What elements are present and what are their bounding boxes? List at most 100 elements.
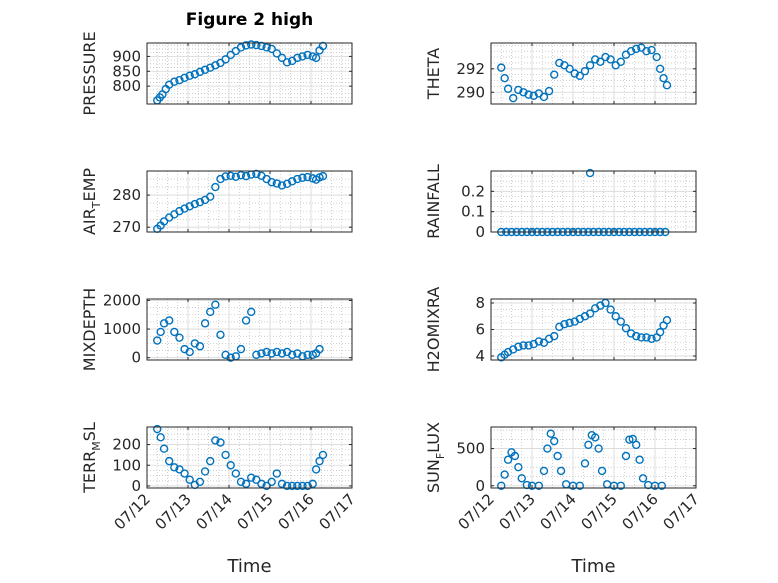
- panel-pressure-point: [190, 70, 200, 79]
- panel-terr-msl-point: [159, 444, 169, 453]
- panel-sun-flux-point: [553, 451, 562, 461]
- panel-terr-msl-point: [308, 479, 317, 489]
- panel-mixdepth-point: [257, 349, 266, 358]
- panel-theta-point: [575, 71, 585, 81]
- panel-sun-flux-xtick-label: 07/13: [496, 490, 539, 533]
- panel-sun-flux-point: [625, 435, 634, 444]
- panel-terr-msl-point: [231, 469, 241, 478]
- panel-air-temp-point: [277, 181, 287, 190]
- panel-rainfall-axes-box: [490, 170, 697, 233]
- panel-sun-flux-point: [503, 455, 513, 464]
- panel-h2omixra-point: [655, 327, 665, 337]
- panel-mixdepth-point: [156, 327, 165, 337]
- panel-theta-point: [632, 44, 641, 54]
- panel-theta-point: [524, 90, 533, 99]
- panel-terr-msl-point: [298, 481, 307, 491]
- panel-h2omixra-point: [539, 338, 549, 347]
- panel-mixdepth-point: [277, 349, 287, 358]
- panel-mixdepth-point: [262, 347, 271, 357]
- panel-pressure-ytick-label: 800: [112, 77, 141, 95]
- panel-air-temp-point: [241, 171, 251, 181]
- panel-pressure-point: [282, 58, 292, 67]
- panel-rainfall-ytick-label: 0: [475, 223, 485, 241]
- panel-mixdepth-point: [252, 350, 261, 360]
- panel-terr-msl-xtick-label: 07/15: [234, 490, 277, 533]
- panel-sun-flux-point: [543, 444, 552, 453]
- panel-terr-msl-point: [195, 477, 205, 486]
- panel-sun-flux-point: [534, 481, 544, 490]
- panel-theta-point: [662, 81, 672, 90]
- panel-theta-point: [616, 57, 626, 66]
- panel-pressure-point: [195, 67, 205, 77]
- panel-sun-flux-point: [584, 440, 593, 450]
- panel-pressure-point: [221, 55, 230, 64]
- panel-mixdepth-ytick-label: 0: [131, 349, 141, 367]
- panel-mixdepth-point: [211, 300, 220, 309]
- panel-theta-point: [596, 57, 605, 66]
- panel-terr-msl-point: [221, 450, 230, 460]
- panel-pressure-point: [206, 63, 215, 72]
- panel-sun-flux-point: [632, 440, 641, 450]
- panel-terr-msl-point: [206, 456, 215, 466]
- panel-h2omixra-point: [534, 337, 544, 346]
- panel-sun-flux-point: [580, 459, 590, 468]
- panel-terr-msl-point: [170, 463, 179, 472]
- panel-sun-flux-xtick-label: 07/17: [660, 490, 703, 533]
- panel-terr-msl-point: [180, 469, 189, 478]
- panel-terr-msl-point: [318, 450, 328, 460]
- panel-theta-point: [642, 47, 651, 56]
- panel-mixdepth-ytick-label: 2000: [103, 291, 141, 309]
- panel-air-temp-point: [298, 173, 307, 182]
- panel-theta-point: [519, 88, 528, 97]
- panel-air-temp-point: [195, 197, 205, 207]
- panel-terr-msl-ylabel: TERRMSL: [80, 422, 103, 494]
- panel-theta-point: [655, 64, 665, 74]
- panel-terr-msl-xtick-label: 07/16: [275, 490, 318, 533]
- panel-sun-flux-ytick-label: 500: [456, 440, 485, 458]
- panel-theta-axes-box: [490, 42, 697, 105]
- panel-rainfall-ytick-label: 0.1: [461, 203, 485, 221]
- panel-theta-point: [652, 52, 661, 62]
- panel-sun-flux-point: [591, 433, 600, 442]
- panel-mixdepth-point: [200, 319, 210, 328]
- panel-sun-flux-point: [616, 481, 626, 490]
- panel-terr-msl-point: [211, 436, 220, 445]
- panel-h2omixra-point: [606, 305, 615, 314]
- panel-air-temp-point: [190, 199, 200, 209]
- panel-pressure-ytick-label: 900: [112, 47, 141, 65]
- panel-pressure-point: [247, 40, 256, 49]
- panel-mixdepth-point: [175, 333, 184, 342]
- panel-pressure-point: [318, 41, 328, 51]
- panel-h2omixra-ytick-label: 4: [475, 347, 485, 365]
- panel-mixdepth-point: [206, 307, 215, 317]
- x-axis-label-left: Time: [227, 556, 272, 577]
- panel-h2omixra-point: [550, 331, 559, 341]
- panel-theta-point: [539, 92, 549, 102]
- panel-mixdepth-ytick-label: 1000: [103, 320, 141, 338]
- panel-air-temp-ytick-label: 280: [112, 186, 141, 204]
- panel-theta-point: [503, 84, 513, 93]
- panel-air-temp-point: [211, 182, 220, 192]
- panel-theta-point: [529, 91, 538, 100]
- panel-mixdepth-point: [153, 336, 162, 345]
- panel-terr-msl-point: [257, 479, 266, 489]
- panel-air-temp-point: [267, 178, 276, 187]
- panel-sun-flux-point: [546, 429, 555, 438]
- panel-sun-flux-point: [539, 466, 549, 476]
- panel-mixdepth-point: [247, 307, 256, 317]
- panel-pressure-point: [311, 53, 321, 63]
- panel-theta-point: [591, 55, 600, 64]
- panel-mixdepth-point: [272, 347, 282, 357]
- panel-air-temp-point: [318, 171, 328, 181]
- panel-h2omixra-ytick-label: 8: [475, 294, 485, 312]
- panel-theta-ylabel: THETA: [424, 48, 443, 100]
- panel-pressure-point: [252, 40, 261, 50]
- panel-pressure-point: [257, 41, 266, 51]
- panel-terr-msl-point: [216, 438, 225, 447]
- panel-theta-point: [626, 47, 636, 56]
- panel-terr-msl-point: [156, 433, 165, 442]
- panel-terr-msl-point: [236, 477, 246, 486]
- panel-sun-flux-point: [497, 481, 506, 490]
- panel-rainfall-ytick-label: 0.2: [461, 182, 485, 200]
